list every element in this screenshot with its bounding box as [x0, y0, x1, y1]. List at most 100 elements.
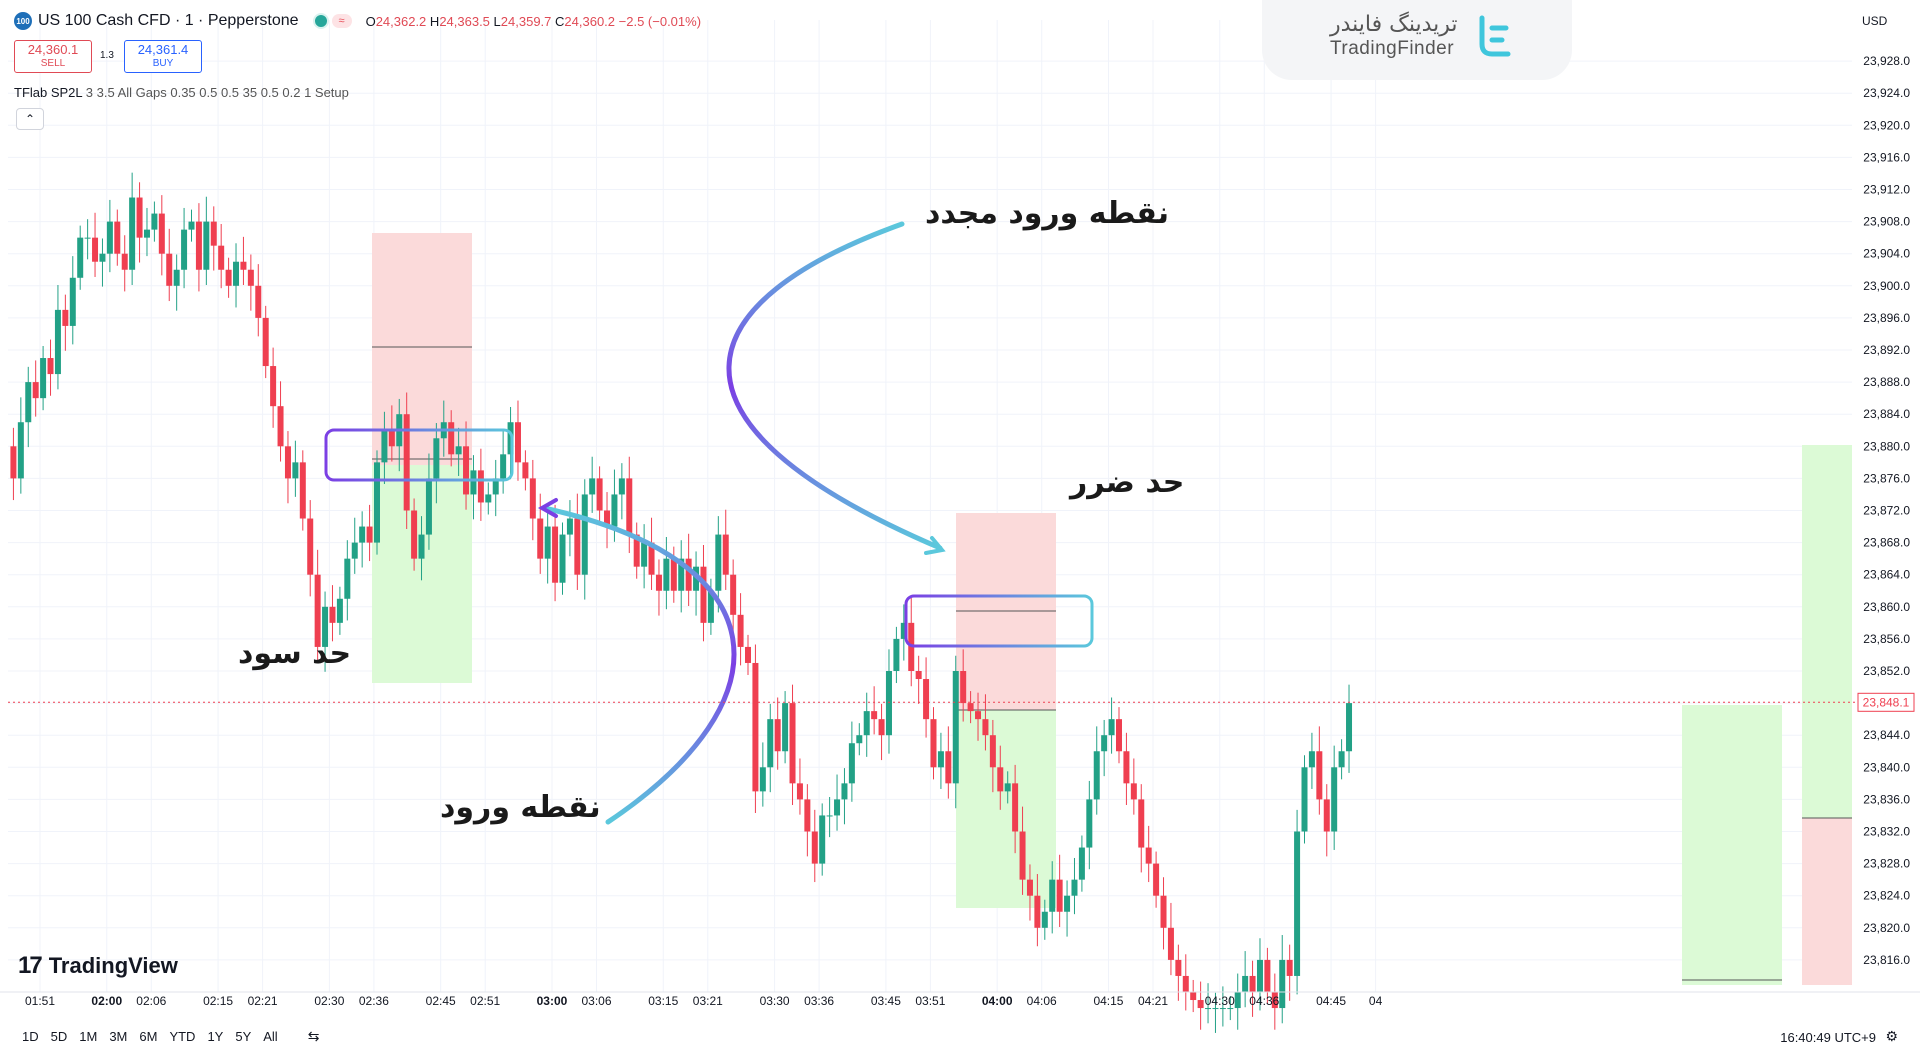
x-tick-label: 04:00	[982, 994, 1013, 1008]
candle-body	[752, 662, 759, 792]
candle	[574, 493, 581, 590]
candle-body	[210, 221, 217, 246]
market-open-icon	[312, 13, 329, 29]
candle-body	[151, 213, 158, 230]
candle	[641, 524, 648, 589]
calendar-range-icon[interactable]: ⇆	[307, 1027, 320, 1044]
clock-display[interactable]: 16:40:49 UTC+9	[1780, 1030, 1876, 1045]
candle-body	[129, 197, 136, 270]
timeframe-1d[interactable]: 1D	[22, 1028, 39, 1044]
candle-body	[84, 237, 91, 239]
candle	[32, 360, 39, 417]
candle	[1086, 780, 1093, 870]
candle	[1190, 979, 1197, 1013]
candle	[529, 459, 536, 541]
symbol-title[interactable]: US 100 Cash CFD · 1 · Pepperstone	[38, 12, 299, 29]
ohlc-close: 24,360.2	[564, 13, 616, 29]
chevron-up-icon[interactable]: ⌃	[16, 108, 44, 130]
candle	[1219, 986, 1226, 1027]
candle	[10, 427, 17, 501]
candle	[54, 284, 61, 390]
y-tick-label: 23,896.0	[1863, 311, 1910, 325]
timeframe-5y[interactable]: 5Y	[235, 1028, 252, 1044]
candle-body	[1294, 831, 1301, 976]
candle-body	[92, 237, 99, 262]
candle-body	[374, 462, 380, 543]
candle-body	[1153, 863, 1160, 896]
candle-body	[77, 237, 84, 278]
indicator-legend[interactable]: TFlab SP2L 3 3.5 All Gaps 0.35 0.5 0.5 3…	[14, 85, 349, 100]
candle	[1205, 983, 1212, 1024]
y-tick-label: 23,840.0	[1863, 760, 1910, 774]
x-tick-label: 01:51	[25, 994, 55, 1008]
timeframe-3m[interactable]: 3M	[109, 1028, 128, 1044]
candle-body	[722, 534, 729, 575]
gear-icon[interactable]: ⚙	[1885, 1028, 1898, 1044]
candle-body	[633, 534, 640, 567]
buy-button[interactable]: 24,361.4 BUY	[124, 40, 202, 73]
candle	[84, 219, 91, 260]
status-indicators[interactable]: ≈	[312, 13, 352, 29]
candle-body	[188, 221, 195, 230]
timeframe-1y[interactable]: 1Y	[207, 1028, 224, 1044]
candle	[1242, 951, 1249, 1008]
candle	[121, 235, 128, 292]
candle-body	[514, 422, 521, 463]
candle	[633, 522, 640, 579]
candle	[522, 450, 529, 491]
candle-body	[292, 462, 299, 479]
candle	[960, 649, 967, 722]
candle	[767, 703, 774, 793]
candle-body	[62, 309, 69, 326]
candle-body	[1301, 767, 1308, 832]
timeframe-bar: 1D 5D 1M 3M 6M YTD 1Y 5Y All ⇆	[0, 1025, 1920, 1047]
candle-body	[1249, 975, 1256, 992]
candle	[40, 345, 47, 411]
x-axis: 01:51 02:00 02:06 02:15 02:21 02:30 02:36 02:45…	[0, 991, 1920, 1008]
candle	[166, 228, 173, 302]
x-tick-label: 03:15	[648, 994, 678, 1008]
candle	[745, 634, 751, 676]
candle-body	[277, 406, 284, 447]
brand-name-fa: تریدینگ فایندر	[1330, 12, 1458, 37]
candle	[1316, 726, 1323, 815]
brand-name-en: TradingFinder	[1330, 38, 1455, 59]
candle	[299, 450, 306, 531]
candle	[1175, 944, 1182, 1001]
timeframe-6m[interactable]: 6M	[139, 1028, 158, 1044]
y-tick-label: 23,884.0	[1863, 407, 1910, 421]
candle	[307, 500, 314, 597]
candle-body	[848, 743, 855, 784]
timeframe-all[interactable]: All	[263, 1028, 278, 1044]
candle	[1331, 745, 1338, 850]
candle	[173, 254, 180, 311]
candle	[789, 684, 796, 806]
candle-body	[566, 518, 573, 535]
candle	[989, 719, 996, 793]
candle	[604, 492, 611, 549]
candle	[1019, 806, 1026, 895]
candle	[1294, 809, 1301, 995]
candle-body	[826, 815, 833, 817]
candle-body	[1212, 1008, 1219, 1010]
candle-body	[1264, 959, 1271, 992]
candle	[1093, 726, 1100, 815]
timeframe-5d[interactable]: 5D	[50, 1028, 68, 1044]
candle	[871, 686, 878, 735]
candle	[181, 207, 188, 289]
candle-body	[1071, 879, 1078, 896]
candle	[277, 381, 284, 462]
sell-button[interactable]: 24,360.1 SELL	[14, 40, 92, 73]
candle	[589, 456, 596, 513]
candle	[1078, 835, 1085, 892]
candle	[351, 517, 358, 574]
x-tick-label: 04:30	[1205, 994, 1235, 1008]
candle-body	[559, 534, 566, 583]
candle	[730, 559, 737, 640]
currency-label[interactable]: USD	[1862, 14, 1888, 28]
candle	[1212, 992, 1219, 1033]
timeframe-ytd[interactable]: YTD	[169, 1028, 196, 1044]
candle-body	[1145, 847, 1152, 864]
timeframe-1m[interactable]: 1M	[79, 1028, 98, 1044]
